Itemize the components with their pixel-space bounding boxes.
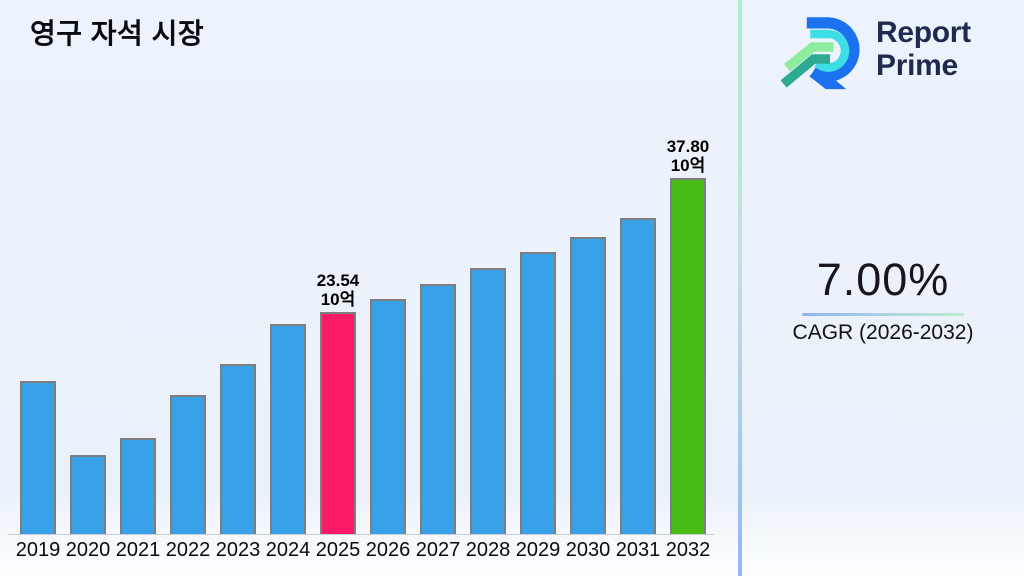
x-axis-labels: 2019 2020 2021 2022 2023 2024 2025 2026 2027 2028…: [13, 539, 713, 562]
bar-value-label-2032: 37.80 10억: [666, 137, 710, 175]
x-tick-2028: 2028: [465, 539, 511, 561]
logo-line-prime: Prime: [876, 49, 958, 82]
bar-2031: [620, 217, 656, 534]
cagr-underline: [802, 313, 964, 316]
bar-2020: [70, 454, 106, 534]
bar-cell-2032: 37.80 10억: [663, 137, 713, 534]
bar-cell-2024: [263, 323, 313, 534]
x-tick-2020: 2020: [65, 539, 111, 561]
x-tick-2030: 2030: [565, 539, 611, 561]
bar-cell-2027: [413, 284, 463, 534]
bar-2024: [270, 323, 306, 534]
x-tick-2021: 2021: [115, 539, 161, 561]
x-axis-line: [8, 534, 714, 535]
bar-cell-2020: [63, 454, 113, 534]
cagr-value: 7.00%: [816, 254, 950, 305]
bar-2026: [370, 298, 406, 534]
bar-2021: [120, 437, 156, 534]
bar-cell-2028: [463, 268, 513, 534]
x-tick-2024: 2024: [265, 539, 311, 561]
report-prime-logo-icon: [781, 17, 860, 90]
bar-chart: 23.54 10억 37.80 10억: [13, 64, 713, 534]
bar-2030: [570, 237, 606, 534]
x-tick-2026: 2026: [365, 539, 411, 561]
cagr-label: CAGR (2026-2032): [792, 321, 974, 344]
bar-2032: [670, 178, 706, 534]
bar-cell-2025: 23.54 10억: [313, 271, 363, 534]
x-tick-2025: 2025: [315, 539, 361, 561]
bar-cell-2031: [613, 217, 663, 534]
x-tick-2029: 2029: [515, 539, 561, 561]
bar-2028: [470, 268, 506, 534]
bar-2022: [170, 394, 206, 534]
bar-cell-2030: [563, 237, 613, 534]
bar-2029: [520, 252, 556, 534]
chart-title: 영구 자석 시장: [30, 18, 205, 49]
bar-cell-2026: [363, 298, 413, 534]
x-tick-2019: 2019: [15, 539, 61, 561]
bar-2025: [320, 312, 356, 534]
cagr-block: 7.00% CAGR (2026-2032): [742, 254, 1024, 345]
bar-cell-2019: [13, 380, 63, 534]
logo-line-report: Report: [876, 16, 971, 49]
bar-cell-2021: [113, 437, 163, 534]
x-tick-2031: 2031: [615, 539, 661, 561]
report-prime-logo: Report Prime: [781, 8, 971, 98]
bar-value-label-2025: 23.54 10억: [316, 271, 360, 310]
x-tick-2027: 2027: [415, 539, 461, 561]
bar-2023: [220, 364, 256, 534]
x-tick-2032: 2032: [665, 539, 711, 561]
bar-cell-2029: [513, 252, 563, 534]
bar-2027: [420, 284, 456, 534]
x-tick-2022: 2022: [165, 539, 211, 561]
bar-cell-2022: [163, 394, 213, 534]
panel-divider: [738, 0, 742, 576]
report-prime-logo-text: Report Prime: [876, 8, 971, 82]
bar-2019: [20, 380, 56, 534]
bar-cell-2023: [213, 364, 263, 534]
x-tick-2023: 2023: [215, 539, 261, 561]
